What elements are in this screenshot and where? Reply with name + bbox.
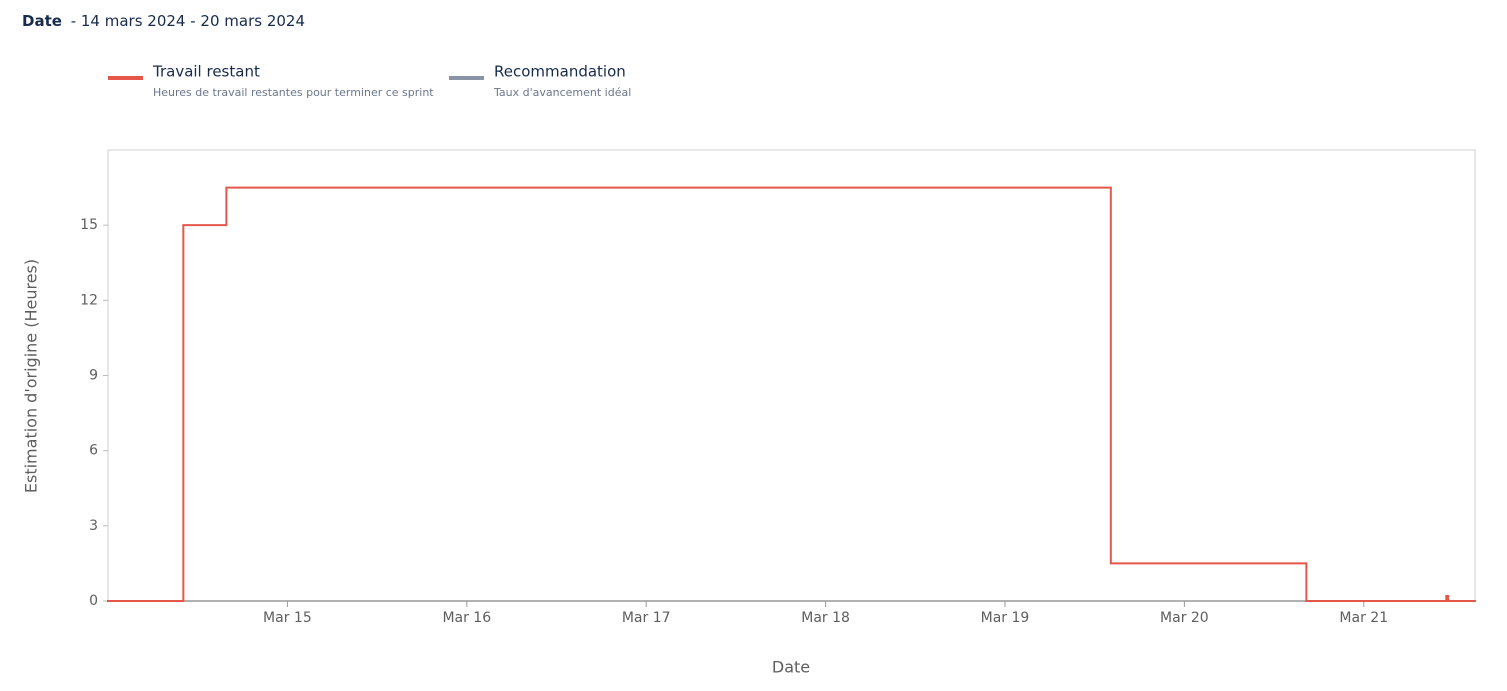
y-tick-label: 9 bbox=[89, 368, 98, 384]
y-tick-label: 6 bbox=[89, 443, 98, 459]
x-tick-label: Mar 21 bbox=[1339, 610, 1388, 626]
legend-name: Recommandation bbox=[494, 63, 626, 81]
x-tick-label: Mar 20 bbox=[1160, 610, 1209, 626]
y-tick-label: 12 bbox=[80, 292, 98, 308]
x-tick-label: Mar 16 bbox=[442, 610, 491, 626]
y-axis-title: Estimation d'origine (Heures) bbox=[22, 259, 41, 493]
x-axis-title: Date bbox=[772, 658, 810, 677]
header-label: Date bbox=[22, 12, 62, 30]
plot-frame bbox=[107, 149, 1476, 602]
x-tick-label: Mar 17 bbox=[622, 610, 671, 626]
x-tick-label: Mar 18 bbox=[801, 610, 850, 626]
y-tick-label: 15 bbox=[80, 217, 98, 233]
y-tick-label: 3 bbox=[89, 518, 98, 534]
x-tick-label: Mar 15 bbox=[263, 610, 312, 626]
legend-name: Travail restant bbox=[152, 63, 260, 81]
legend-description: Heures de travail restantes pour termine… bbox=[153, 86, 434, 99]
legend-description: Taux d'avancement idéal bbox=[493, 86, 631, 99]
header-range: - 14 mars 2024 - 20 mars 2024 bbox=[71, 12, 305, 30]
x-tick-label: Mar 19 bbox=[981, 610, 1030, 626]
header: Date - 14 mars 2024 - 20 mars 2024 bbox=[22, 12, 305, 30]
y-tick-label: 0 bbox=[89, 593, 98, 609]
